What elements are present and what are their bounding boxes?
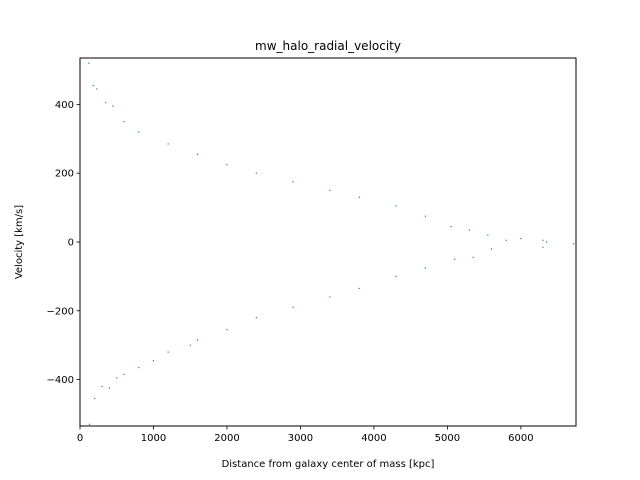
data-point (487, 234, 489, 236)
data-point (505, 239, 507, 241)
data-point (226, 329, 228, 331)
data-point (189, 344, 191, 346)
data-point (167, 351, 169, 353)
data-point (358, 196, 360, 198)
data-point (123, 121, 125, 123)
x-tick-label: 1000 (141, 433, 166, 444)
data-point (167, 143, 169, 145)
data-point (472, 256, 474, 259)
data-point (138, 131, 140, 133)
data-point (255, 172, 257, 174)
data-point (546, 241, 548, 243)
y-tick-label: −200 (47, 306, 74, 317)
data-point (108, 387, 110, 389)
x-tick-label: 0 (77, 433, 83, 444)
data-point (573, 243, 575, 245)
points-layer (88, 62, 575, 425)
x-tick-label: 5000 (435, 433, 460, 444)
data-point (292, 181, 294, 183)
data-point (395, 205, 397, 207)
data-point (138, 366, 140, 369)
data-point (152, 360, 155, 362)
data-point (196, 153, 199, 155)
data-point (454, 258, 456, 260)
data-point (468, 229, 471, 231)
data-point (395, 275, 397, 277)
chart-title: mw_halo_radial_velocity (255, 39, 401, 53)
y-tick-label: 400 (55, 100, 74, 111)
x-axis-ticks: 0 1000 2000 3000 4000 5000 6000 (77, 426, 534, 444)
data-point (329, 296, 331, 298)
data-point (520, 237, 522, 240)
data-point (123, 373, 125, 376)
data-point (450, 225, 452, 228)
y-axis-ticks: −400 −200 0 200 400 (47, 100, 80, 386)
data-point (358, 287, 360, 290)
data-point (226, 164, 228, 166)
data-point (424, 215, 426, 217)
data-point (92, 84, 94, 87)
data-point (542, 239, 544, 241)
x-tick-label: 2000 (214, 433, 239, 444)
data-point (424, 267, 426, 269)
y-tick-label: 200 (55, 169, 74, 180)
x-tick-label: 4000 (361, 433, 386, 444)
data-point (196, 339, 199, 341)
data-point (292, 306, 294, 308)
x-tick-label: 6000 (508, 433, 533, 444)
data-point (542, 246, 544, 248)
x-tick-label: 3000 (288, 433, 313, 444)
data-point (94, 397, 96, 400)
x-axis-label: Distance from galaxy center of mass [kpc… (222, 459, 435, 470)
data-point (112, 105, 114, 107)
data-point (490, 248, 493, 250)
data-point (88, 423, 91, 425)
data-point (101, 385, 103, 388)
data-point (255, 317, 257, 319)
data-point (96, 88, 98, 90)
y-tick-label: 0 (68, 238, 74, 249)
y-tick-label: −400 (47, 375, 74, 386)
data-point (105, 102, 107, 104)
data-point (116, 377, 118, 379)
data-point (329, 189, 331, 192)
y-axis-label: Velocity [km/s] (14, 205, 25, 279)
data-point (88, 62, 90, 64)
